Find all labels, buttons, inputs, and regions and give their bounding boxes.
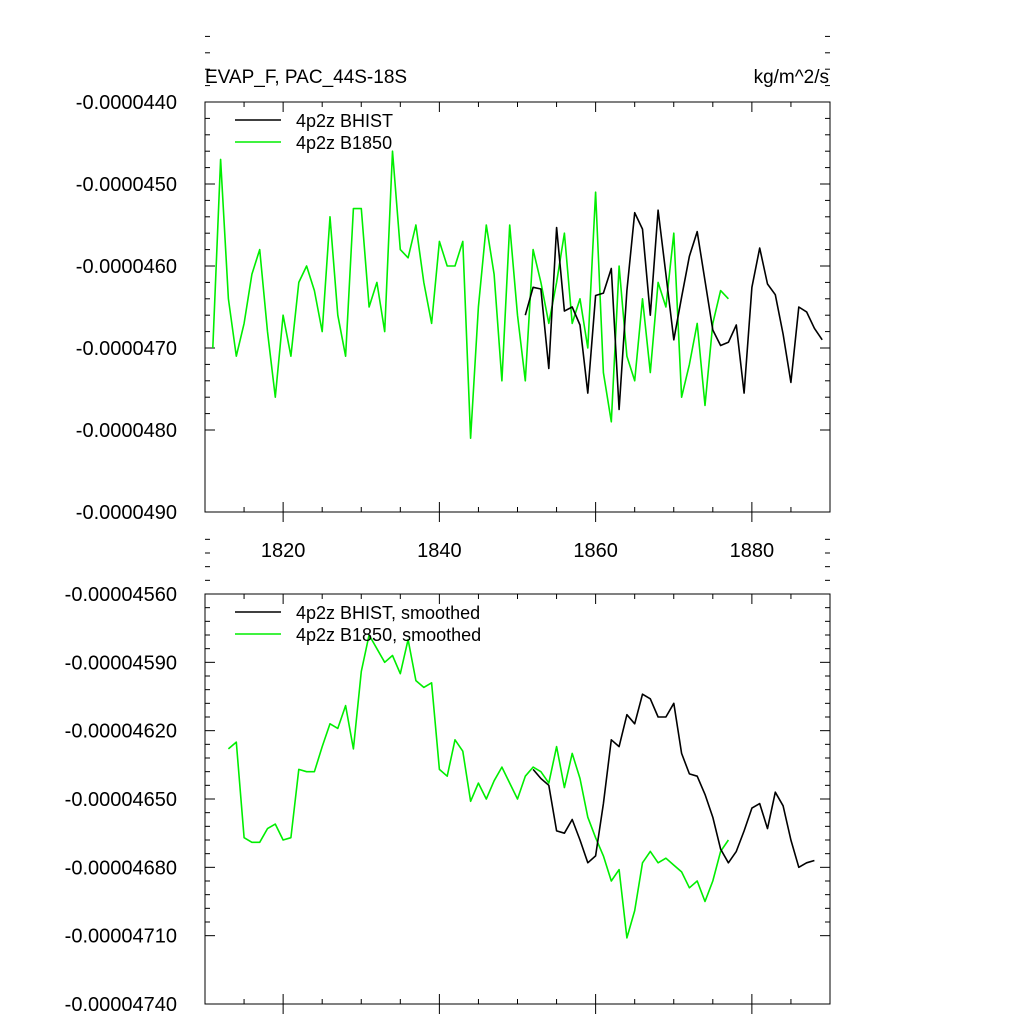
- legend-label-b1850: 4p2z B1850: [296, 133, 392, 153]
- y-tick-label: -0.00004620: [65, 721, 177, 743]
- chart-title-left: EVAP_F, PAC_44S-18S: [205, 67, 407, 88]
- evap-smoothed-panel: -0.00004560 -0.00004590 -0.00004620 -0.0000…: [65, 538, 831, 1016]
- y-tick-label: -0.0000480: [76, 420, 177, 442]
- legend: 4p2z BHIST, smoothed 4p2z B1850, smoothe…: [235, 603, 481, 645]
- y-tick-label: -0.0000450: [76, 174, 177, 196]
- series-line-bhist: [524, 209, 823, 411]
- x-tick-label: 1860: [573, 540, 618, 562]
- series-line-b1850: [227, 634, 730, 939]
- legend-label-bhist: 4p2z BHIST: [296, 111, 393, 131]
- y-tick-label: -0.0000460: [76, 256, 177, 278]
- legend-label-bhist-smoothed: 4p2z BHIST, smoothed: [296, 603, 480, 623]
- y-tick-label: -0.00004740: [65, 994, 177, 1016]
- legend: 4p2z BHIST 4p2z B1850: [235, 111, 393, 153]
- plot-frame: [204, 593, 831, 1005]
- y-tick-label: -0.0000490: [76, 502, 177, 524]
- y-tick-label: -0.00004710: [65, 926, 177, 948]
- plot-lines: [227, 634, 815, 939]
- evap-top-panel: EVAP_F, PAC_44S-18S kg/m^2/s -0.0000440-…: [76, 35, 831, 562]
- legend-label-b1850-smoothed: 4p2z B1850, smoothed: [296, 625, 481, 645]
- x-axis-ticks: [243, 594, 792, 1014]
- x-tick-label: 1880: [730, 540, 775, 562]
- y-tick-label: -0.0000440: [76, 92, 177, 114]
- x-axis-ticks: 1820 1840 1860 1880: [243, 102, 792, 562]
- plot-frame: [204, 101, 831, 513]
- y-axis-ticks: -0.00004560 -0.00004590 -0.00004620 -0.0000…: [65, 538, 830, 1016]
- y-tick-label: -0.00004650: [65, 789, 177, 811]
- series-line-b1850: [212, 150, 729, 440]
- chart-units-label: kg/m^2/s: [754, 67, 829, 88]
- x-tick-label: 1840: [417, 540, 462, 562]
- y-tick-label: -0.00004560: [65, 584, 177, 606]
- y-tick-label: -0.0000470: [76, 338, 177, 360]
- x-tick-label: 1820: [261, 540, 306, 562]
- plot-lines: [212, 150, 823, 440]
- y-tick-label: -0.00004680: [65, 857, 177, 879]
- series-line-bhist: [532, 693, 815, 869]
- y-tick-label: -0.00004590: [65, 652, 177, 674]
- y-axis-ticks: -0.0000440 -0.0000450 -0.0000460 -0.0000470…: [76, 35, 830, 524]
